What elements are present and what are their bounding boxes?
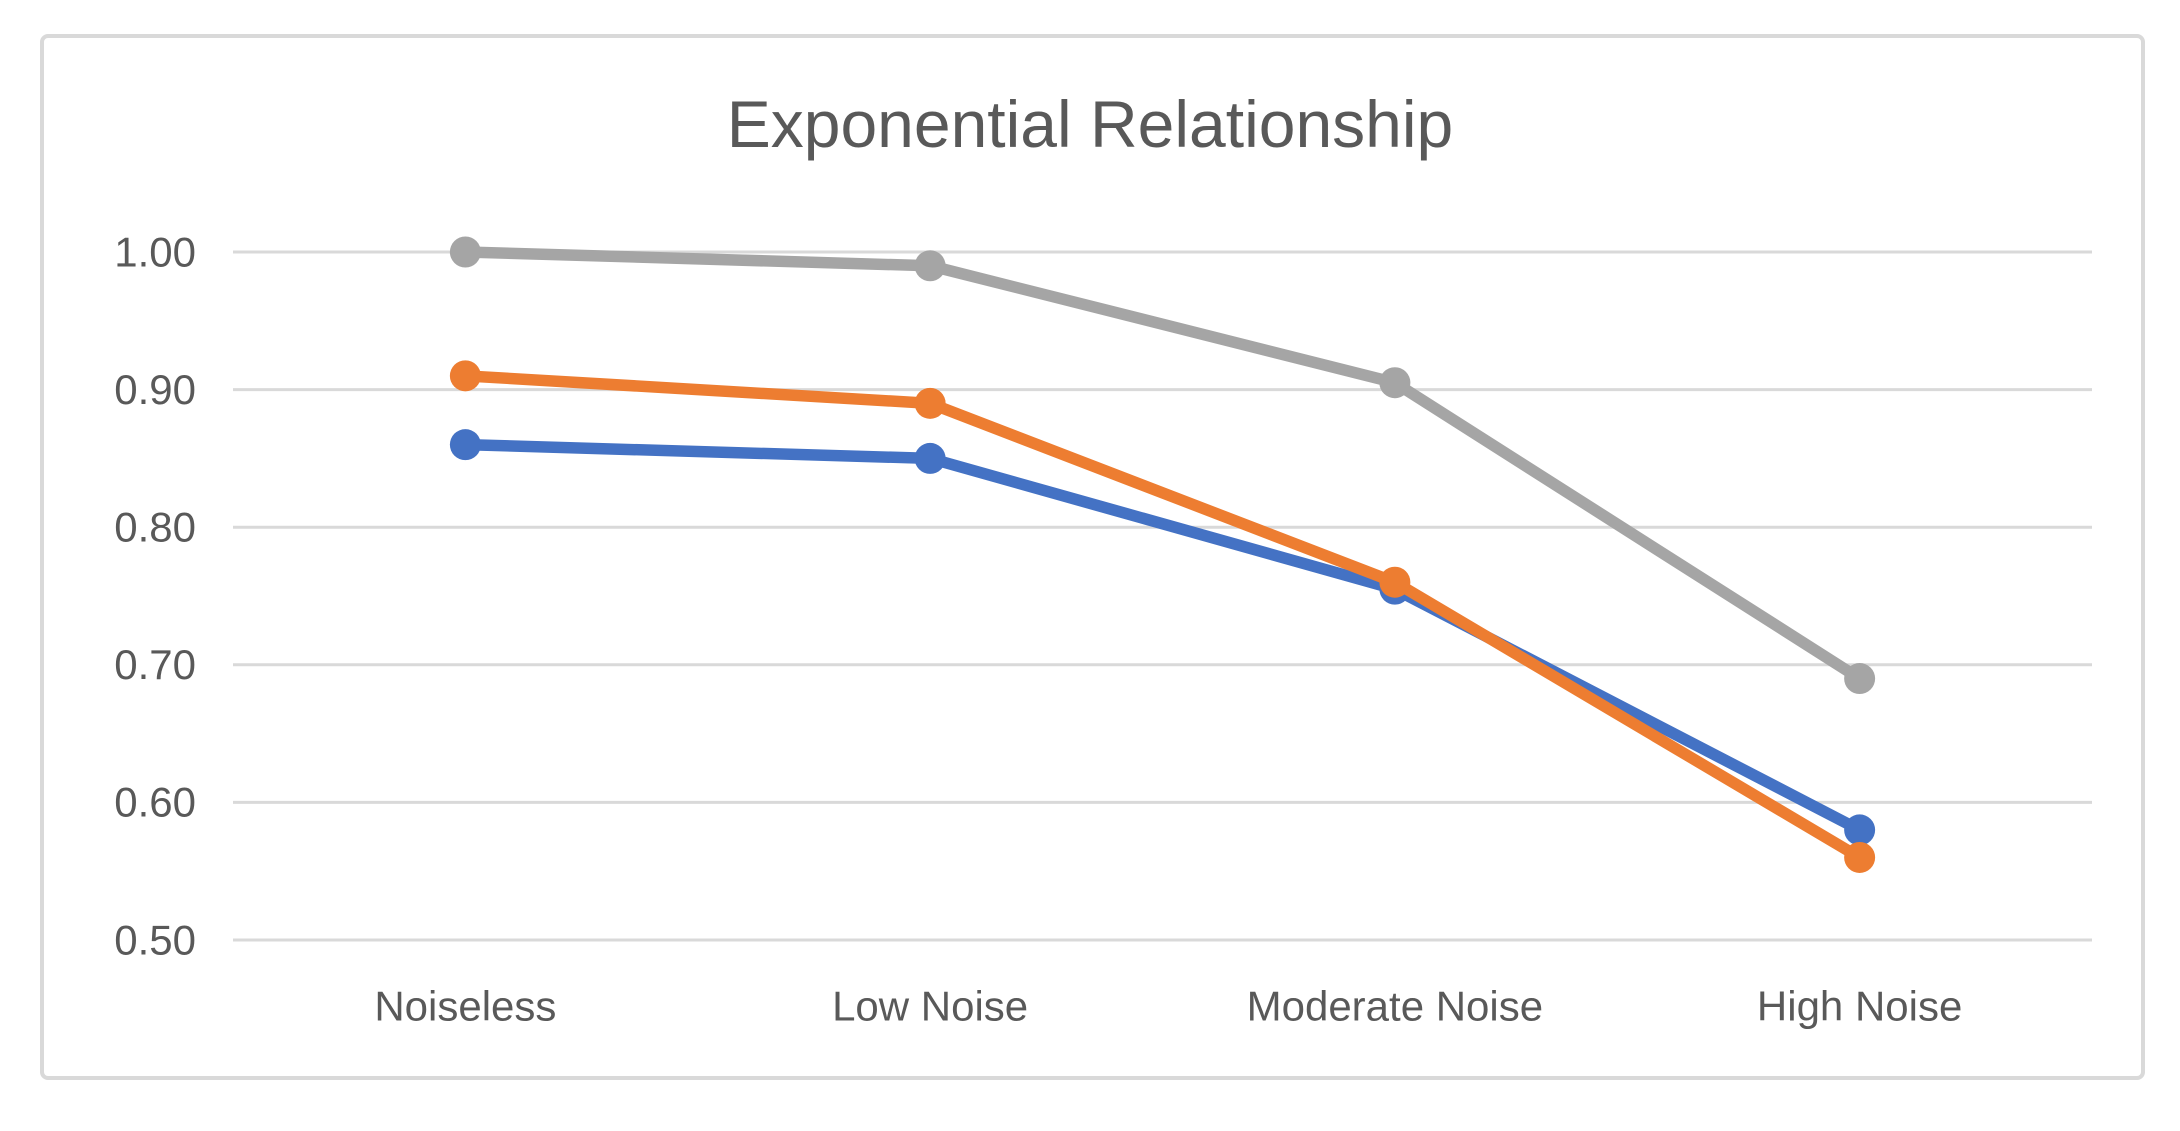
data-point-marker-gray-series <box>1379 367 1411 399</box>
data-point-marker-blue-series <box>914 442 946 474</box>
chart-frame[interactable] <box>40 34 2145 1080</box>
x-category-label: Moderate Noise <box>1247 982 1543 1029</box>
series-line-blue-series <box>459 438 1866 836</box>
y-tick-label: 0.90 <box>114 366 196 413</box>
x-category-label: Low Noise <box>832 982 1028 1029</box>
x-category-label: Noiseless <box>374 982 556 1029</box>
data-point-marker-orange-series <box>449 360 481 392</box>
data-point-marker-orange-series <box>1844 841 1876 873</box>
data-point-marker-gray-series <box>1844 663 1876 695</box>
data-point-marker-blue-series <box>449 429 481 461</box>
y-tick-label: 0.60 <box>114 779 196 826</box>
y-tick-label: 0.80 <box>114 503 196 550</box>
data-point-marker-gray-series <box>914 250 946 282</box>
series-line-orange-series <box>459 370 1866 864</box>
x-category-label: High Noise <box>1757 982 1962 1029</box>
series-line-gray-series <box>459 246 1866 685</box>
data-point-marker-gray-series <box>449 236 481 268</box>
y-tick-label: 0.50 <box>114 916 196 963</box>
y-tick-label: 1.00 <box>114 228 196 275</box>
data-point-marker-orange-series <box>1379 566 1411 598</box>
data-point-marker-orange-series <box>914 387 946 419</box>
chart-title[interactable]: Exponential Relationship <box>726 87 1454 161</box>
data-point-marker-blue-series <box>1844 814 1876 846</box>
y-tick-label: 0.70 <box>114 641 196 688</box>
